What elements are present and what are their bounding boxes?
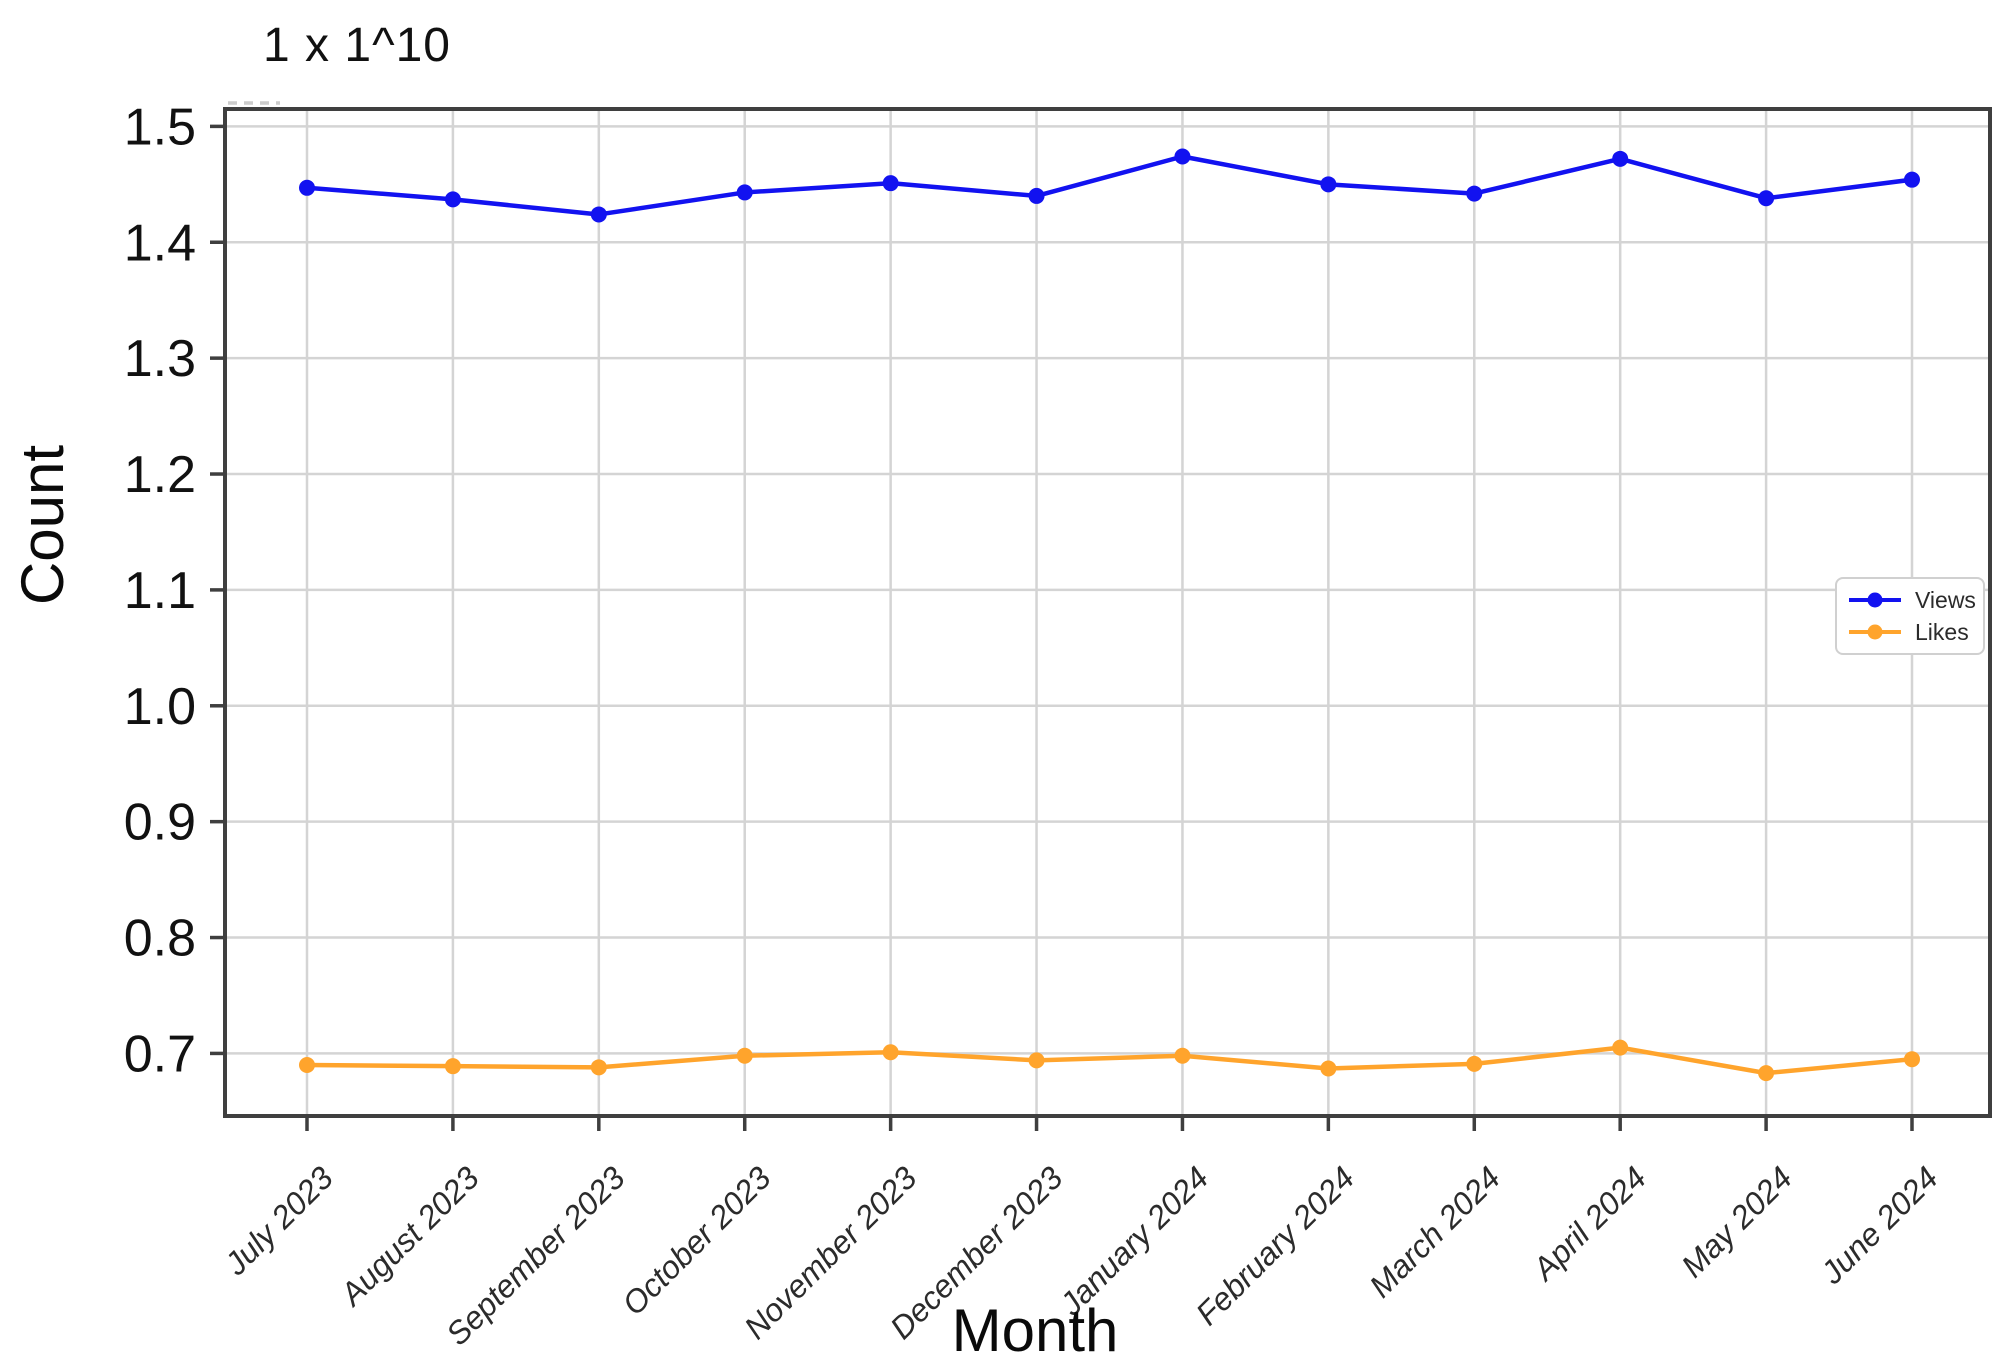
likes-data-point [736,1047,753,1064]
plot-border [223,107,1992,1118]
likes-data-point [1028,1052,1045,1069]
likes-data-point [299,1057,315,1074]
views-line [304,154,1915,217]
likes-data-point [882,1044,899,1061]
likes-data-point [1904,1051,1920,1068]
likes-data-point [1466,1055,1483,1072]
likes-data-point [444,1058,461,1075]
views-data-point [1174,148,1191,165]
y-tick-label: 0.8 [124,910,196,968]
y-tick-label: 1.2 [124,446,196,504]
views-data-point [1320,176,1337,193]
x-tick-label: March 2024 [1362,1159,1507,1304]
views-data-point [1028,187,1045,204]
views-data-point [882,175,899,192]
likes-data-point [1758,1065,1775,1082]
x-tick-label: October 2023 [615,1159,778,1322]
legend-label-views: Views [1915,586,1976,613]
legend-item-likes: Likes [1847,619,1973,645]
x-tick-label: June 2024 [1813,1159,1945,1291]
x-tick-label: May 2024 [1674,1159,1799,1284]
y-tick-label: 1.5 [124,98,196,156]
y-axis-offset-text: 1 x 1^10 [263,19,451,72]
views-data-point [590,206,607,223]
legend-label-likes: Likes [1915,618,1969,645]
y-tick-label: 1.4 [124,214,196,272]
y-tick-label: 1.1 [124,562,196,620]
likes-data-point [1320,1060,1337,1077]
legend-box: Views Likes [1835,577,1985,655]
y-tick-label: 0.9 [124,794,196,852]
y-tick-label: 0.7 [124,1025,196,1083]
y-tick-label: 1.3 [124,330,196,388]
views-data-point [299,179,315,196]
y-tick-label: 1.0 [124,678,196,736]
views-data-point [444,191,461,208]
views-data-point [1758,190,1775,207]
legend-item-views: Views [1847,586,1976,613]
likes-swatch-marker [1867,624,1883,640]
likes-data-point [1612,1039,1629,1056]
views-swatch-marker [1867,592,1883,608]
views-data-point [1466,185,1483,202]
views-data-point [1904,171,1920,188]
views-data-point [1612,150,1629,167]
x-tick-label: July 2023 [217,1159,340,1282]
x-tick-label: August 2023 [332,1159,486,1313]
views-data-point [736,184,753,201]
likes-series-swatch [1849,624,1901,640]
x-tick-label: April 2024 [1524,1159,1653,1288]
x-axis-title: Month [951,1297,1119,1364]
views-series-swatch [1849,592,1901,608]
likes-data-point [1174,1047,1191,1064]
likes-line [304,1045,1915,1076]
likes-data-point [590,1059,607,1076]
